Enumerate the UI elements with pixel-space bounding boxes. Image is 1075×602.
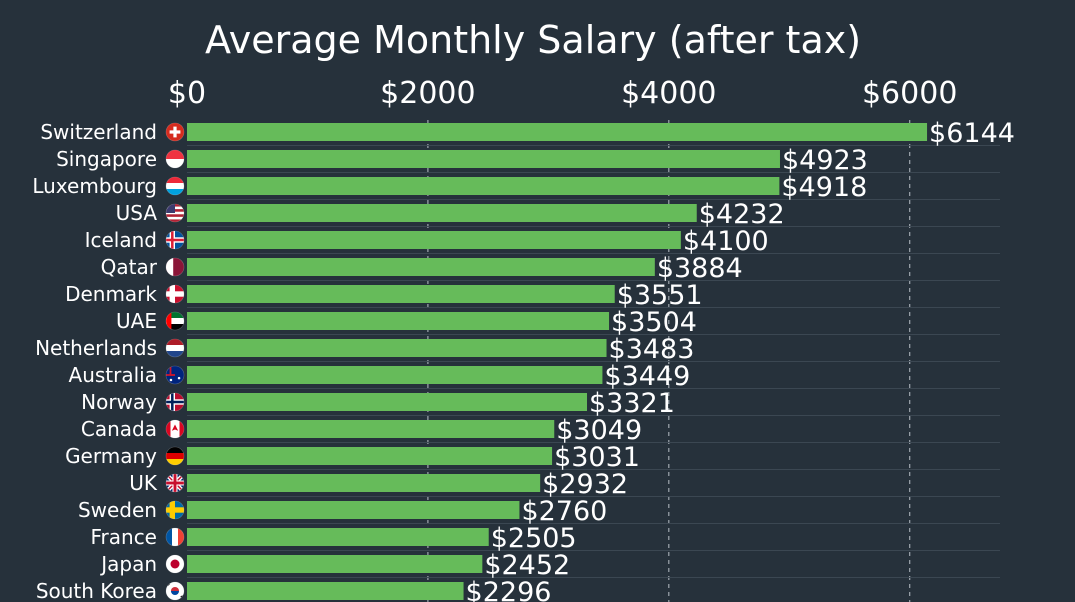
netherlands-flag-icon [165, 338, 185, 358]
bar [187, 123, 928, 141]
category-label: Iceland [85, 228, 157, 252]
bar [187, 447, 553, 465]
sweden-flag-icon [165, 500, 185, 520]
singapore-flag-icon [165, 149, 185, 169]
value-label: $4232 [699, 199, 785, 230]
usa-flag-icon [165, 203, 185, 223]
category-label: Australia [69, 363, 157, 387]
x-tick-label: $4000 [621, 76, 716, 111]
bar [187, 528, 489, 546]
bar [187, 177, 780, 195]
bar [187, 501, 520, 519]
switzerland-flag-icon [165, 122, 185, 142]
luxembourg-flag-icon [165, 176, 185, 196]
iceland-flag-icon [165, 230, 185, 250]
category-label: Japan [99, 552, 157, 576]
category-label: UAE [116, 309, 157, 333]
uae-flag-icon [165, 311, 185, 331]
category-label: France [90, 525, 157, 549]
value-label: $4100 [683, 226, 769, 257]
value-label: $3551 [617, 280, 703, 311]
category-label: USA [116, 201, 158, 225]
bar [187, 339, 607, 357]
value-label: $4918 [781, 172, 867, 203]
canada-flag-icon [165, 419, 185, 439]
germany-flag-icon [165, 446, 185, 466]
value-label: $3449 [604, 361, 690, 392]
bar [187, 204, 697, 222]
value-label: $3504 [611, 307, 697, 338]
bar [187, 312, 610, 330]
x-tick-label: $0 [168, 76, 206, 111]
value-label: $3483 [609, 334, 695, 365]
bar [187, 582, 464, 600]
bar [187, 555, 483, 573]
category-label: Luxembourg [32, 174, 157, 198]
bar [187, 231, 681, 249]
bar [187, 258, 655, 276]
category-label: UK [129, 471, 158, 495]
category-label: Qatar [101, 255, 158, 279]
category-label: Singapore [56, 147, 157, 171]
value-label: $3321 [589, 388, 675, 419]
bar [187, 285, 615, 303]
bar [187, 420, 555, 438]
category-label: Germany [65, 444, 157, 468]
france-flag-icon [165, 527, 185, 547]
value-label: $2932 [542, 469, 628, 500]
value-label: $3031 [554, 442, 640, 473]
category-label: Canada [81, 417, 157, 441]
value-label: $4923 [782, 145, 868, 176]
uk-flag-icon [165, 473, 185, 493]
value-label: $6144 [929, 118, 1015, 149]
australia-flag-icon [165, 365, 185, 385]
category-label: Denmark [65, 282, 157, 306]
x-tick-label: $6000 [862, 76, 957, 111]
value-label: $3884 [657, 253, 743, 284]
category-label: Netherlands [35, 336, 157, 360]
value-label: $3049 [556, 415, 642, 446]
x-tick-label: $2000 [380, 76, 475, 111]
denmark-flag-icon [165, 284, 185, 304]
japan-flag-icon [165, 554, 185, 574]
category-label: Sweden [78, 498, 157, 522]
category-label: Norway [81, 390, 157, 414]
bar [187, 150, 780, 168]
value-label: $2505 [491, 523, 577, 554]
bar [187, 393, 588, 411]
norway-flag-icon [165, 392, 185, 412]
category-label: South Korea [36, 579, 157, 602]
bar [187, 366, 603, 384]
qatar-flag-icon [165, 257, 185, 277]
south-korea-flag-icon [165, 581, 185, 601]
category-label: Switzerland [40, 120, 157, 144]
value-label: $2296 [466, 577, 552, 602]
value-label: $2452 [484, 550, 570, 581]
value-label: $2760 [521, 496, 607, 527]
chart-title: Average Monthly Salary (after tax) [205, 18, 861, 62]
bar [187, 474, 541, 492]
